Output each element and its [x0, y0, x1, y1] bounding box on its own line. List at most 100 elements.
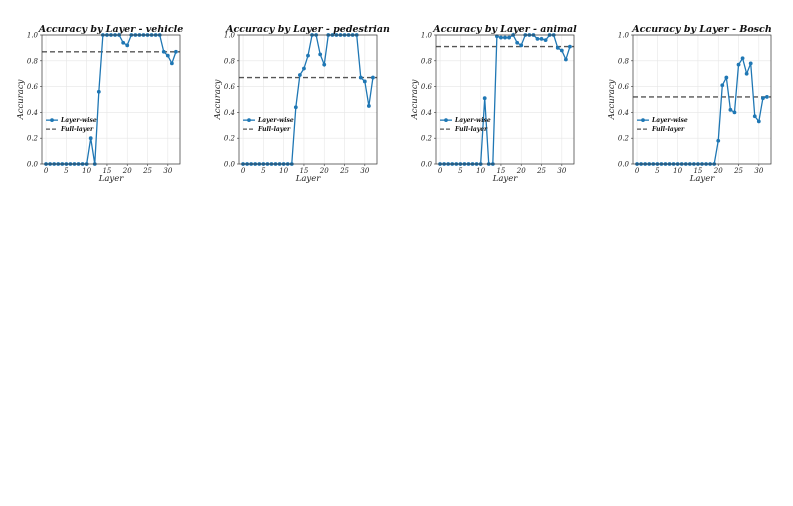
x-tick-label: 30	[557, 167, 566, 175]
chart-title: Accuracy by Layer - pedestrian	[225, 24, 390, 35]
legend-label-layer-wise: Layer-wise	[60, 117, 97, 124]
x-tick-label: 20	[122, 167, 132, 175]
layer-wise-point	[297, 73, 302, 77]
layer-wise-point	[507, 35, 511, 40]
layer-wise-point	[756, 119, 761, 124]
y-tick-label: 0.4	[421, 109, 432, 117]
layer-wise-point	[744, 71, 749, 76]
layer-wise-point	[728, 107, 733, 112]
x-tick-label: 10	[673, 167, 682, 175]
layer-wise-point	[96, 89, 101, 94]
layer-wise-line	[46, 34, 177, 165]
chart-svg: Accuracy by Layer - Bosch 0 5 10 15 20 25 30 0.0…	[607, 24, 772, 184]
layer-wise-point	[765, 95, 769, 99]
y-tick-label: 1.0	[421, 32, 433, 40]
layer-wise-point	[503, 35, 507, 40]
layer-wise-point	[169, 61, 174, 66]
layer-wise-point	[362, 79, 367, 84]
y-tick-label: 0.2	[618, 135, 630, 143]
x-tick-label: 25	[536, 167, 546, 175]
y-tick-label: 0.8	[27, 57, 39, 65]
chart-panel-4: Accuracy by Layer - Bosch 0 5 10 15 20 25 30 0.0…	[591, 0, 781, 190]
layer-wise-point	[543, 38, 548, 43]
y-tick-label: 0.8	[224, 57, 236, 65]
x-tick-label: 15	[693, 167, 702, 175]
x-tick-label: 10	[279, 167, 288, 175]
x-tick-label: 15	[102, 167, 111, 175]
x-tick-label: 30	[360, 167, 369, 175]
chart-panel-1: Accuracy by Layer - vehicle 0 5 10 15 20 25 30 0…	[0, 0, 190, 190]
y-tick-label: 0.0	[224, 161, 236, 169]
layer-wise-point	[121, 40, 126, 45]
x-tick-label: 10	[82, 167, 91, 175]
x-tick-label: 0	[241, 167, 246, 175]
x-tick-label: 5	[655, 167, 660, 175]
y-axis-label: Accuracy	[213, 79, 223, 120]
x-tick-label: 10	[476, 167, 485, 175]
x-tick-label: 5	[458, 167, 463, 175]
legend-label-layer-wise: Layer-wise	[257, 117, 294, 124]
chart-title: Accuracy by Layer - animal	[432, 24, 577, 35]
layer-wise-point	[760, 96, 765, 101]
x-tick-label: 5	[261, 167, 266, 175]
x-tick-label: 5	[64, 167, 69, 175]
legend-marker-layer-wise	[247, 118, 251, 123]
x-tick-label: 25	[142, 167, 152, 175]
legend-marker-layer-wise	[444, 118, 448, 123]
legend: Layer-wise Full-layer	[637, 117, 688, 133]
y-tick-label: 0.6	[224, 83, 236, 91]
layer-wise-point	[740, 56, 745, 61]
x-tick-label: 30	[754, 167, 763, 175]
y-tick-label: 0.6	[618, 83, 630, 91]
y-tick-label: 0.0	[618, 161, 630, 169]
y-tick-label: 0.2	[421, 135, 433, 143]
legend-label-full-layer: Full-layer	[60, 126, 94, 133]
layer-wise-point	[563, 57, 568, 62]
x-tick-label: 20	[319, 167, 329, 175]
chart-svg: Accuracy by Layer - vehicle 0 5 10 15 20 25 30 0…	[16, 24, 184, 184]
layer-wise-point	[161, 49, 166, 54]
layer-wise-point	[318, 52, 323, 57]
layer-wise-point	[539, 36, 544, 41]
layer-wise-point	[499, 35, 503, 40]
layer-wise-point	[482, 96, 487, 101]
legend: Layer-wise Full-layer	[46, 117, 97, 133]
layer-wise-point	[535, 36, 540, 41]
y-tick-label: 0.8	[618, 57, 630, 65]
y-tick-label: 0.0	[27, 161, 39, 169]
layer-wise-point	[555, 46, 560, 50]
y-tick-label: 0.6	[421, 83, 433, 91]
y-tick-label: 0.2	[224, 135, 236, 143]
layer-wise-point	[165, 53, 170, 58]
layer-wise-point	[559, 48, 564, 53]
plot-frame	[41, 34, 181, 165]
legend-label-layer-wise: Layer-wise	[454, 117, 491, 124]
layer-wise-point	[724, 75, 729, 80]
y-tick-label: 0.4	[27, 109, 38, 117]
x-axis-label: Layer	[295, 174, 322, 184]
y-tick-label: 0.6	[27, 83, 39, 91]
y-tick-label: 0.8	[421, 57, 433, 65]
layer-wise-point	[293, 105, 298, 110]
chart-panel-2: Accuracy by Layer - pedestrian 0 5 10 15 20 25…	[197, 0, 390, 190]
y-tick-label: 0.0	[421, 161, 433, 169]
plot-frame	[632, 34, 772, 165]
layer-wise-point	[125, 43, 130, 48]
layer-wise-point	[88, 136, 93, 141]
legend-label-full-layer: Full-layer	[454, 126, 488, 133]
x-tick-label: 20	[516, 167, 526, 175]
legend-label-layer-wise: Layer-wise	[651, 117, 688, 124]
layer-wise-point	[716, 138, 721, 143]
layer-wise-point	[174, 49, 178, 54]
x-tick-label: 25	[339, 167, 349, 175]
chart-svg: Accuracy by Layer - animal 0 5 10 15 20 25 30 0.…	[410, 24, 577, 184]
figure: Accuracy by Layer - vehicle 0 5 10 15 20 25 30 0…	[0, 0, 793, 200]
layer-wise-point	[306, 53, 310, 58]
layer-wise-point	[515, 40, 520, 45]
x-tick-label: 15	[496, 167, 505, 175]
legend-label-full-layer: Full-layer	[651, 126, 685, 133]
chart-title: Accuracy by Layer - vehicle	[38, 24, 184, 35]
layer-wise-point	[519, 43, 524, 48]
legend: Layer-wise Full-layer	[440, 117, 491, 133]
layer-wise-point	[371, 75, 375, 80]
